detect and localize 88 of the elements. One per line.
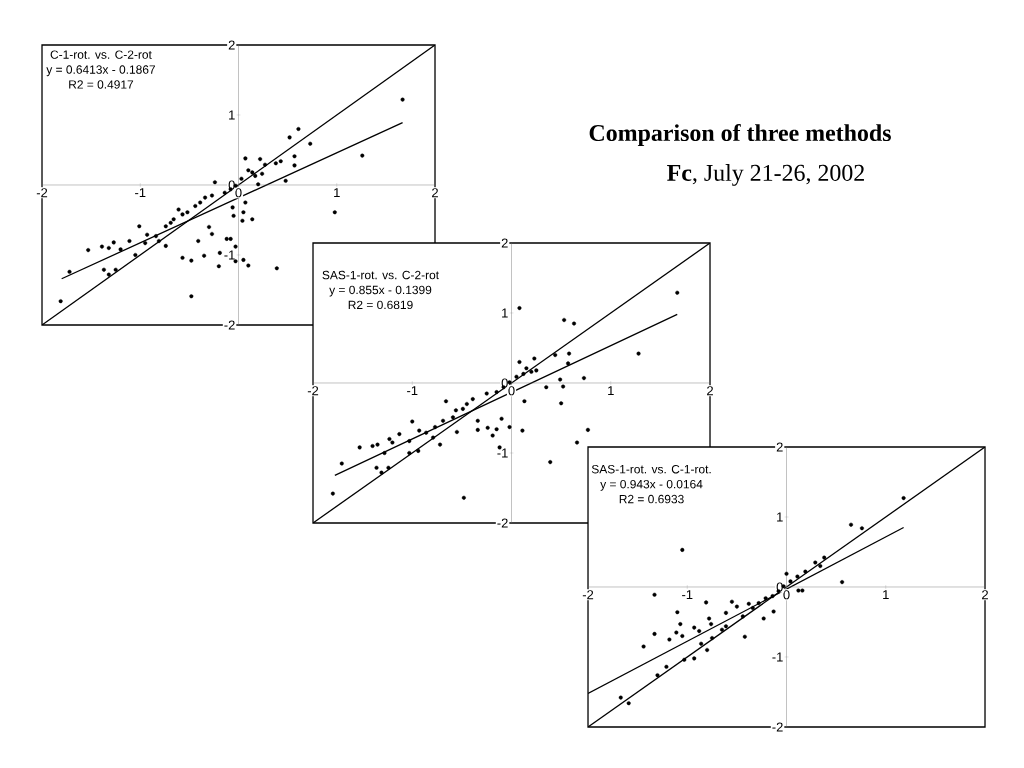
x-tick-label: -2 bbox=[36, 188, 48, 198]
x-tick-label: 1 bbox=[883, 590, 889, 600]
point bbox=[618, 695, 623, 700]
y-tick-label: -1 bbox=[224, 250, 235, 260]
text: Fc, July 21-26, 2002 bbox=[667, 164, 864, 186]
point bbox=[678, 622, 683, 627]
point bbox=[704, 600, 709, 605]
annotation: y = 0.855x - 0.1399 bbox=[329, 285, 432, 297]
point bbox=[756, 601, 761, 606]
point bbox=[784, 571, 789, 576]
point bbox=[734, 604, 739, 609]
point bbox=[705, 647, 710, 652]
point bbox=[742, 634, 747, 639]
annotation: SAS-1-rot. vs. C-1-rot. bbox=[591, 464, 711, 474]
point bbox=[709, 622, 714, 627]
x-tick-label: -1 bbox=[135, 188, 146, 198]
point bbox=[750, 605, 755, 610]
point bbox=[675, 610, 680, 615]
x-tick-label: 2 bbox=[707, 386, 713, 396]
y-tick-label: 2 bbox=[776, 442, 783, 452]
x-tick-label: 0 bbox=[235, 188, 242, 198]
point bbox=[652, 592, 657, 597]
point bbox=[763, 596, 768, 601]
point bbox=[788, 579, 793, 584]
x-tick-label: 1 bbox=[334, 188, 340, 198]
point bbox=[761, 616, 766, 621]
y-tick-label: 1 bbox=[502, 308, 508, 318]
x-tick-label: 2 bbox=[432, 188, 438, 198]
point bbox=[796, 588, 801, 593]
annotation: SAS-1-rot. vs. C-2-rot bbox=[322, 270, 439, 280]
point bbox=[710, 636, 715, 641]
annotation: R2 = 0.4917 bbox=[69, 80, 134, 89]
annotation: R2 = 0.6819 bbox=[348, 300, 413, 310]
x-tick-label: 0 bbox=[783, 590, 790, 600]
y-tick-label: 1 bbox=[229, 110, 235, 120]
point bbox=[723, 624, 728, 629]
point bbox=[822, 555, 827, 560]
point bbox=[707, 616, 712, 621]
annotation: C-1-rot. vs. C-2-rot bbox=[50, 50, 152, 59]
point bbox=[641, 644, 646, 649]
point bbox=[859, 526, 864, 531]
point bbox=[655, 673, 660, 678]
y-tick-label: -2 bbox=[772, 722, 783, 732]
point bbox=[746, 601, 751, 606]
point bbox=[674, 630, 679, 635]
y-tick-label: -2 bbox=[497, 518, 508, 528]
point bbox=[740, 614, 745, 619]
point bbox=[697, 629, 702, 634]
point bbox=[800, 588, 805, 593]
y-tick-label: -1 bbox=[497, 448, 508, 458]
annotation: y = 0.6413x - 0.1867 bbox=[46, 65, 155, 77]
x-tick-label: 1 bbox=[608, 386, 614, 396]
point bbox=[770, 594, 775, 599]
point bbox=[692, 656, 697, 661]
point bbox=[664, 664, 669, 669]
point bbox=[849, 522, 854, 527]
point bbox=[803, 569, 808, 574]
point bbox=[652, 631, 657, 636]
point bbox=[667, 637, 672, 642]
x-tick-label: -1 bbox=[682, 590, 693, 600]
point bbox=[680, 633, 685, 638]
x-tick-label: -2 bbox=[307, 386, 319, 396]
x-tick-label: -2 bbox=[582, 590, 594, 600]
point bbox=[680, 547, 685, 552]
y-tick-label: 2 bbox=[501, 238, 508, 248]
point bbox=[901, 496, 906, 501]
x-tick-label: 2 bbox=[982, 590, 988, 600]
y-tick-label: -2 bbox=[224, 320, 235, 330]
point bbox=[723, 610, 728, 615]
x-tick-label: -1 bbox=[407, 386, 418, 396]
point bbox=[729, 599, 734, 604]
point bbox=[626, 701, 631, 706]
y-tick-label: 1 bbox=[777, 512, 783, 522]
point bbox=[840, 580, 845, 585]
point bbox=[813, 560, 818, 565]
annotation: y = 0.943x - 0.0164 bbox=[600, 479, 703, 491]
point bbox=[795, 574, 800, 579]
text: Comparison of three methods bbox=[589, 124, 891, 146]
y-tick-label: -1 bbox=[772, 652, 783, 662]
point bbox=[682, 657, 687, 662]
annotation: R2 = 0.6933 bbox=[619, 494, 684, 504]
point bbox=[818, 563, 823, 568]
point bbox=[720, 627, 724, 632]
y-tick-label: 2 bbox=[228, 40, 235, 50]
x-tick-label: 0 bbox=[508, 386, 515, 396]
point bbox=[771, 609, 776, 614]
point bbox=[692, 625, 697, 630]
point bbox=[699, 641, 704, 646]
